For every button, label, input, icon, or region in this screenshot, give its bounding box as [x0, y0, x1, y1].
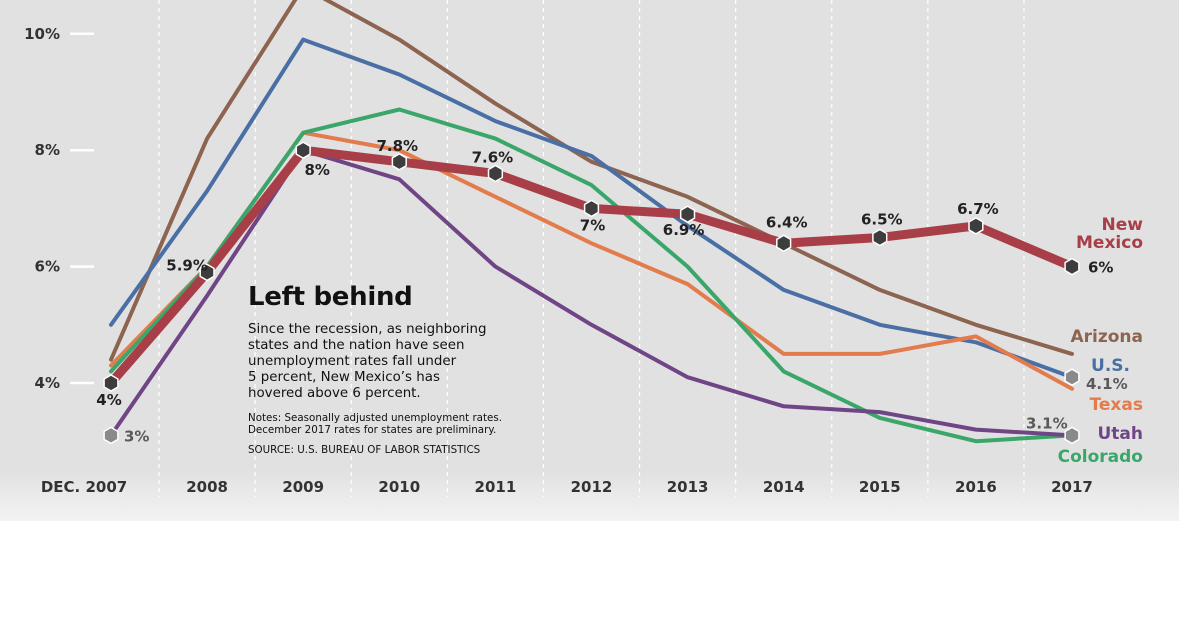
series-label-line: Utah: [1097, 424, 1143, 444]
data-label: 6.7%: [957, 200, 999, 218]
data-label: 4.1%: [1086, 375, 1128, 393]
series-label-line: New: [1102, 215, 1144, 235]
series-label-line: U.S.: [1091, 356, 1130, 376]
chart-notes: Notes: Seasonally adjusted unemployment …: [248, 412, 502, 436]
chart-text-block: Left behind Since the recession, as neig…: [248, 282, 558, 456]
series-label-utah: Utah: [1097, 424, 1143, 444]
series-label-u-s: U.S.: [1091, 356, 1130, 376]
chart-title: Left behind: [248, 282, 413, 312]
data-marker: [679, 205, 696, 224]
data-label: 3%: [124, 427, 149, 445]
series-line-u-s: [109, 37, 1074, 380]
x-axis: DEC. 2007 2008 2009 2010 2011 2012 2013 2014 201…: [41, 478, 1093, 496]
data-marker: [199, 263, 215, 282]
y-tick-label: 4%: [35, 374, 60, 392]
y-tick-label: 6%: [35, 258, 60, 276]
series-label-line: Texas: [1090, 395, 1143, 415]
data-label: 6.5%: [861, 211, 903, 229]
data-marker: [968, 217, 984, 235]
data-marker: [1064, 368, 1080, 387]
data-label: 7.8%: [376, 137, 418, 155]
x-tick-label: 2014: [763, 478, 805, 496]
y-axis: 4% 6% 8% 10%: [24, 25, 94, 392]
data-marker: [1064, 257, 1080, 276]
x-tick-label: 2013: [667, 478, 709, 496]
line-chart: 4% 6% 8% 10% 4% 5.9% 8% 7.8% 7.6% 7% 6.9% 6.4% 6.5%…: [24, 0, 1144, 497]
data-marker: [391, 152, 407, 171]
series-labels: Arizona U.S. Texas Colorado Utah New Mexico: [1058, 215, 1144, 467]
data-label: 7.6%: [472, 148, 514, 166]
data-label: 6.9%: [663, 221, 705, 239]
data-marker: [1064, 426, 1080, 445]
y-tick-label: 8%: [35, 141, 60, 159]
x-tick-label: DEC. 2007: [41, 478, 127, 496]
x-tick-label: 2008: [186, 478, 228, 496]
x-tick-label: 2017: [1051, 478, 1093, 496]
chart-source: SOURCE: U.S. BUREAU OF LABOR STATISTICS: [248, 444, 481, 456]
data-marker: [776, 234, 792, 253]
x-tick-label: 2012: [571, 478, 613, 496]
data-label: 6.4%: [766, 213, 808, 231]
data-markers: [103, 141, 1080, 445]
data-marker: [295, 141, 311, 160]
series-line-colorado: [109, 107, 1074, 444]
series-label-colorado: Colorado: [1058, 447, 1143, 467]
data-labels: 4% 5.9% 8% 7.8% 7.6% 7% 6.9% 6.4% 6.5% 6.7% 6% 4.1%…: [96, 137, 1127, 446]
chart-description: Since the recession, as neighboring stat…: [248, 322, 487, 401]
x-tick-label: 2011: [475, 478, 517, 496]
chart-panel: 4% 6% 8% 10% 4% 5.9% 8% 7.8% 7.6% 7% 6.9% 6.4% 6.5%…: [0, 0, 1179, 521]
gridlines: [158, 0, 1025, 497]
series-label-new-mexico: New Mexico: [1076, 215, 1143, 253]
data-label: 3.1%: [1026, 414, 1068, 432]
series-label-texas: Texas: [1090, 395, 1143, 415]
x-tick-label: 2010: [378, 478, 420, 496]
series-label-line: Arizona: [1070, 327, 1143, 347]
series-line-arizona: [109, 0, 1074, 362]
x-tick-label: 2015: [859, 478, 901, 496]
data-label: 6%: [1088, 259, 1113, 277]
series-line-utah: [109, 148, 1074, 438]
data-label: 5.9%: [166, 256, 208, 274]
x-tick-label: 2009: [282, 478, 324, 496]
data-marker: [872, 228, 888, 247]
x-tick-label: 2016: [955, 478, 997, 496]
data-label: 8%: [304, 161, 329, 179]
data-label: 7%: [580, 216, 605, 234]
data-marker: [583, 199, 600, 218]
series-label-arizona: Arizona: [1070, 327, 1143, 347]
data-label: 4%: [96, 391, 121, 409]
series-label-line: Mexico: [1076, 233, 1143, 253]
data-marker: [103, 426, 119, 445]
data-marker: [103, 374, 119, 392]
y-tick-label: 10%: [24, 25, 60, 43]
data-marker: [487, 164, 504, 183]
series-label-line: Colorado: [1058, 447, 1143, 467]
